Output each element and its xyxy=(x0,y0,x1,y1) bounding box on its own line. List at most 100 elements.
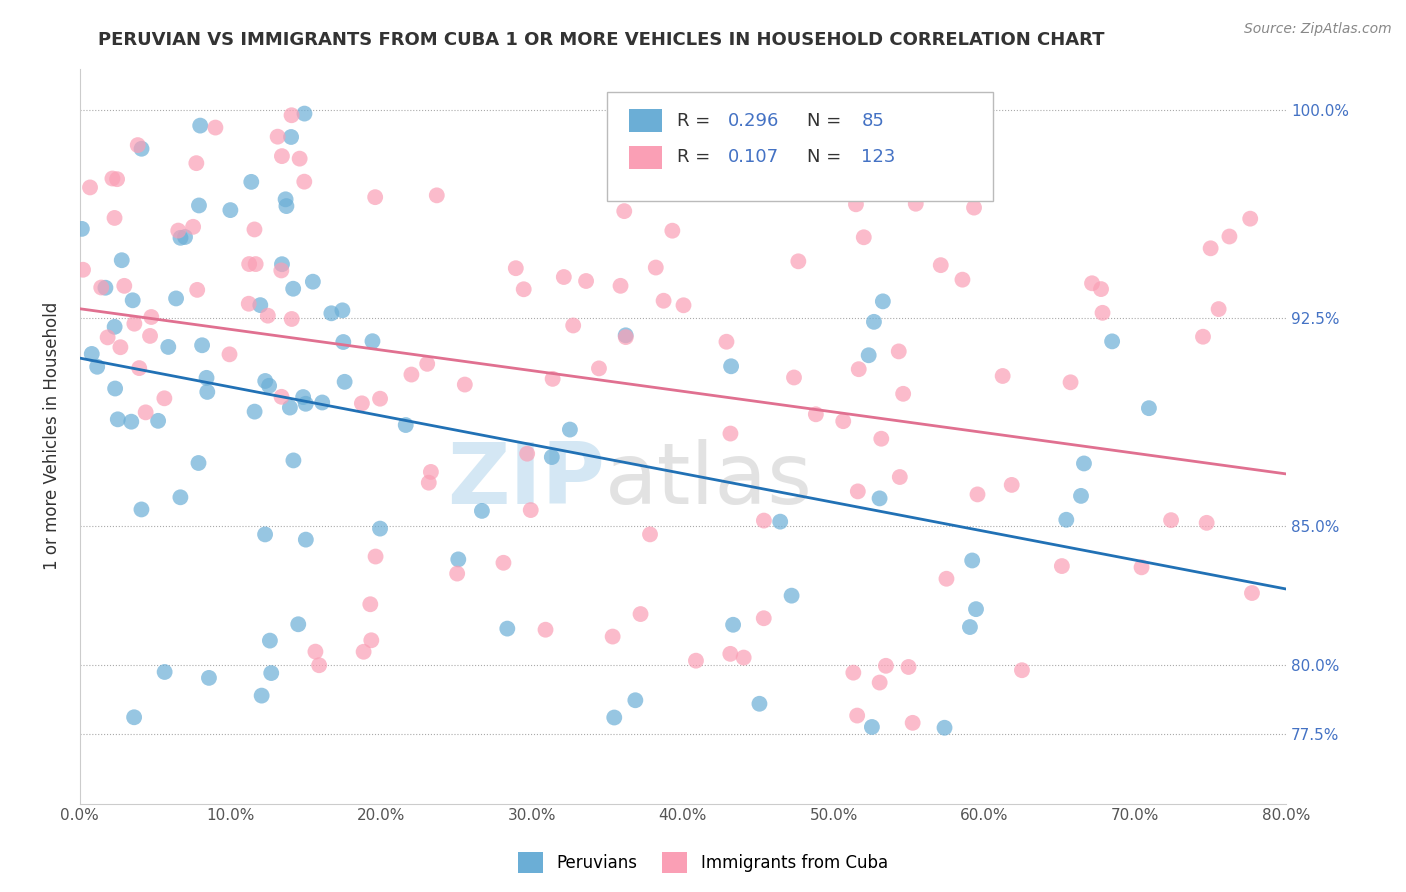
Point xyxy=(191,338,214,352)
Point xyxy=(842,665,865,680)
Legend: Peruvians, Immigrants from Cuba: Peruvians, Immigrants from Cuba xyxy=(512,846,894,880)
Point xyxy=(672,298,695,312)
Text: N =: N = xyxy=(807,148,841,167)
Point xyxy=(752,611,775,625)
Point xyxy=(1090,282,1112,296)
Point xyxy=(141,310,163,324)
Point xyxy=(718,647,741,661)
Point xyxy=(188,198,211,212)
Point xyxy=(311,395,333,409)
Point xyxy=(195,384,218,399)
Point xyxy=(70,222,93,236)
Point xyxy=(846,708,869,723)
Point xyxy=(787,254,810,268)
Point xyxy=(609,278,631,293)
Point xyxy=(661,224,683,238)
Text: 0.296: 0.296 xyxy=(727,112,779,129)
Point xyxy=(135,405,157,419)
Point xyxy=(447,552,470,566)
Point xyxy=(492,556,515,570)
Point xyxy=(614,330,637,344)
Point xyxy=(280,108,302,122)
Point xyxy=(891,386,914,401)
Point xyxy=(274,192,297,206)
Point xyxy=(360,633,382,648)
Point xyxy=(294,397,316,411)
Point xyxy=(935,572,957,586)
Point xyxy=(685,654,707,668)
Point xyxy=(401,368,423,382)
Text: N =: N = xyxy=(807,112,841,129)
Text: R =: R = xyxy=(676,148,710,167)
Point xyxy=(249,298,271,312)
Point xyxy=(120,415,142,429)
Point xyxy=(534,623,557,637)
Point xyxy=(1160,513,1182,527)
Point xyxy=(104,382,127,396)
Point xyxy=(603,710,626,724)
Point xyxy=(79,180,101,194)
Point xyxy=(720,426,742,441)
Point xyxy=(614,328,637,343)
Point xyxy=(709,183,731,197)
Point xyxy=(1081,277,1104,291)
Point xyxy=(94,281,117,295)
Point xyxy=(278,401,301,415)
Point xyxy=(250,689,273,703)
Point xyxy=(1054,513,1077,527)
Point xyxy=(361,334,384,349)
Point xyxy=(1130,560,1153,574)
Point xyxy=(1001,478,1024,492)
Point xyxy=(259,633,281,648)
FancyBboxPatch shape xyxy=(607,92,993,201)
Point xyxy=(720,359,742,374)
Point xyxy=(86,359,108,374)
Point xyxy=(799,172,821,186)
Point xyxy=(186,283,208,297)
Point xyxy=(198,671,221,685)
Point xyxy=(139,329,162,343)
Point xyxy=(848,362,870,376)
Point xyxy=(257,378,280,392)
Point xyxy=(562,318,585,333)
Point xyxy=(167,224,190,238)
Point xyxy=(308,658,330,673)
Point xyxy=(283,282,305,296)
Point xyxy=(287,617,309,632)
Point xyxy=(752,514,775,528)
Text: Source: ZipAtlas.com: Source: ZipAtlas.com xyxy=(1244,22,1392,37)
Point xyxy=(733,650,755,665)
Point xyxy=(218,347,240,361)
Point xyxy=(783,370,806,384)
Point xyxy=(186,156,208,170)
Point xyxy=(359,597,381,611)
Point xyxy=(238,257,260,271)
Point xyxy=(332,334,354,349)
Point xyxy=(181,219,204,234)
Point xyxy=(960,553,983,567)
Point xyxy=(1137,401,1160,416)
Point xyxy=(122,710,145,724)
Point xyxy=(516,447,538,461)
Point xyxy=(785,166,807,180)
Point xyxy=(780,589,803,603)
Point xyxy=(454,377,477,392)
Point xyxy=(889,470,911,484)
Point xyxy=(630,607,652,621)
Point xyxy=(266,129,288,144)
Point xyxy=(165,292,187,306)
Point xyxy=(188,119,211,133)
Point xyxy=(1070,489,1092,503)
Point xyxy=(588,361,610,376)
Text: R =: R = xyxy=(676,112,710,129)
Point xyxy=(1218,229,1240,244)
Point xyxy=(111,253,134,268)
Point xyxy=(852,230,875,244)
Point xyxy=(128,361,150,376)
Point xyxy=(1059,376,1081,390)
Point xyxy=(364,190,387,204)
Point xyxy=(991,369,1014,384)
Point xyxy=(292,390,315,404)
Point xyxy=(471,504,494,518)
Point xyxy=(157,340,180,354)
